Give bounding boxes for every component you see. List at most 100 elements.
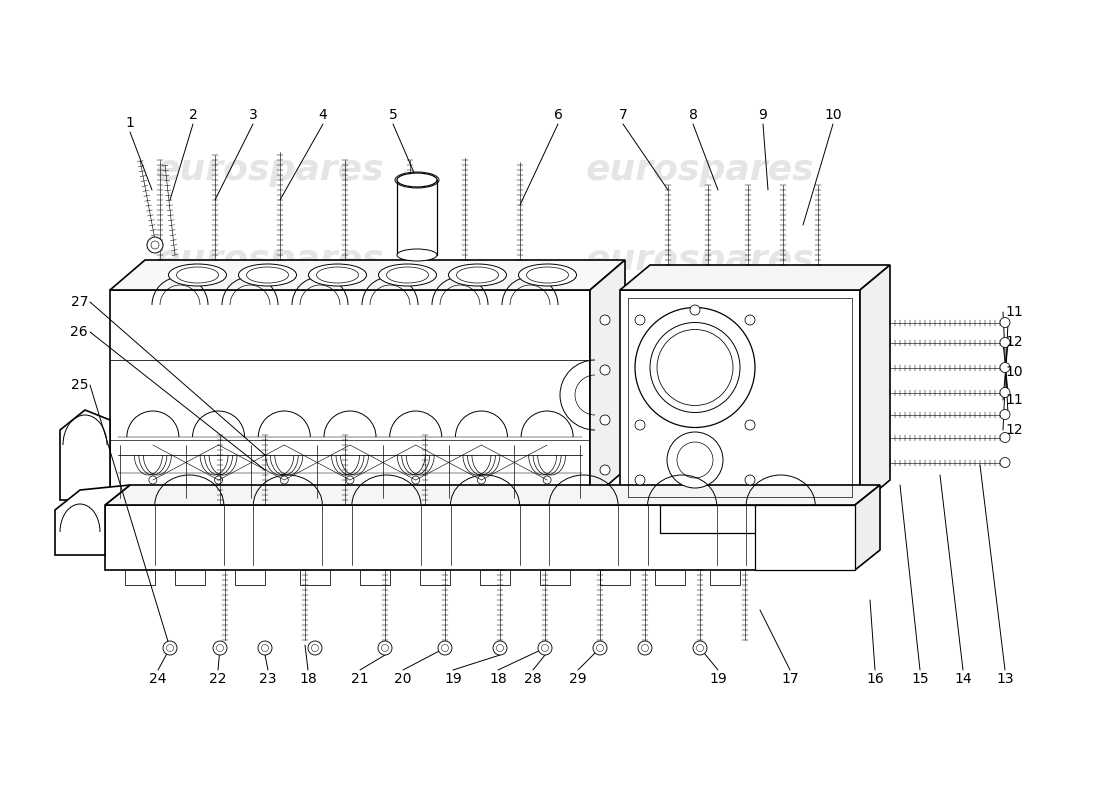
Circle shape (635, 475, 645, 485)
Ellipse shape (518, 264, 576, 286)
Polygon shape (104, 505, 855, 570)
Text: eurospares: eurospares (156, 243, 384, 277)
Text: 17: 17 (781, 672, 799, 686)
Circle shape (258, 641, 272, 655)
Circle shape (650, 322, 740, 413)
Circle shape (213, 641, 227, 655)
Text: eurospares: eurospares (585, 153, 814, 187)
Polygon shape (710, 570, 740, 585)
Ellipse shape (168, 264, 227, 286)
Circle shape (151, 241, 160, 249)
Text: 10: 10 (1005, 365, 1023, 379)
Circle shape (311, 645, 319, 651)
Circle shape (378, 641, 392, 655)
Polygon shape (540, 570, 570, 585)
Ellipse shape (246, 267, 288, 283)
Ellipse shape (527, 267, 569, 283)
Text: 16: 16 (866, 672, 884, 686)
Text: 28: 28 (525, 672, 542, 686)
Polygon shape (175, 570, 205, 585)
Polygon shape (755, 505, 855, 570)
Polygon shape (420, 570, 450, 585)
Circle shape (600, 315, 610, 325)
Circle shape (538, 641, 552, 655)
Circle shape (638, 641, 652, 655)
Circle shape (745, 475, 755, 485)
Polygon shape (235, 570, 265, 585)
Circle shape (477, 476, 485, 484)
Text: 12: 12 (1005, 423, 1023, 437)
Polygon shape (480, 570, 510, 585)
Polygon shape (60, 410, 110, 500)
Circle shape (676, 442, 713, 478)
Circle shape (635, 315, 645, 325)
Ellipse shape (239, 264, 297, 286)
Circle shape (1000, 318, 1010, 327)
Text: 19: 19 (710, 672, 727, 686)
Circle shape (411, 476, 420, 484)
Text: 15: 15 (911, 672, 928, 686)
Text: 3: 3 (249, 108, 257, 122)
Text: 20: 20 (394, 672, 411, 686)
Circle shape (600, 365, 610, 375)
Polygon shape (104, 485, 880, 505)
Text: 13: 13 (997, 672, 1014, 686)
Text: 11: 11 (1005, 393, 1023, 407)
Polygon shape (360, 570, 390, 585)
Polygon shape (110, 260, 625, 290)
Circle shape (745, 315, 755, 325)
Circle shape (1000, 410, 1010, 419)
Ellipse shape (456, 267, 498, 283)
Text: 23: 23 (260, 672, 277, 686)
Circle shape (496, 645, 504, 651)
Circle shape (600, 465, 610, 475)
Polygon shape (654, 570, 685, 585)
Circle shape (217, 645, 223, 651)
Ellipse shape (308, 264, 366, 286)
Circle shape (600, 415, 610, 425)
Text: 4: 4 (319, 108, 328, 122)
Text: 7: 7 (618, 108, 627, 122)
Polygon shape (860, 265, 890, 505)
Circle shape (262, 645, 268, 651)
Circle shape (690, 305, 700, 315)
Text: 29: 29 (569, 672, 586, 686)
Text: 26: 26 (70, 325, 88, 339)
Text: 1: 1 (125, 116, 134, 130)
Circle shape (593, 641, 607, 655)
Text: 6: 6 (553, 108, 562, 122)
Text: 10: 10 (824, 108, 842, 122)
Circle shape (346, 476, 354, 484)
Circle shape (1000, 362, 1010, 373)
Circle shape (166, 645, 174, 651)
Circle shape (635, 420, 645, 430)
Polygon shape (660, 505, 780, 533)
Ellipse shape (397, 249, 437, 261)
Polygon shape (110, 290, 590, 500)
Circle shape (308, 641, 322, 655)
Circle shape (280, 476, 288, 484)
Circle shape (1000, 338, 1010, 347)
Ellipse shape (386, 267, 429, 283)
Circle shape (541, 645, 549, 651)
Text: 12: 12 (1005, 335, 1023, 349)
Text: 5: 5 (388, 108, 397, 122)
Circle shape (635, 307, 755, 427)
Text: 14: 14 (954, 672, 971, 686)
Text: 18: 18 (299, 672, 317, 686)
Text: 18: 18 (490, 672, 507, 686)
Polygon shape (397, 180, 437, 255)
Polygon shape (620, 290, 860, 505)
Circle shape (667, 432, 723, 488)
Circle shape (693, 641, 707, 655)
Text: 21: 21 (351, 672, 369, 686)
Polygon shape (855, 485, 880, 570)
Circle shape (543, 476, 551, 484)
Ellipse shape (378, 264, 437, 286)
Circle shape (696, 645, 704, 651)
Circle shape (596, 645, 604, 651)
Text: 8: 8 (689, 108, 697, 122)
Ellipse shape (397, 173, 437, 187)
Polygon shape (600, 570, 630, 585)
Circle shape (214, 476, 222, 484)
